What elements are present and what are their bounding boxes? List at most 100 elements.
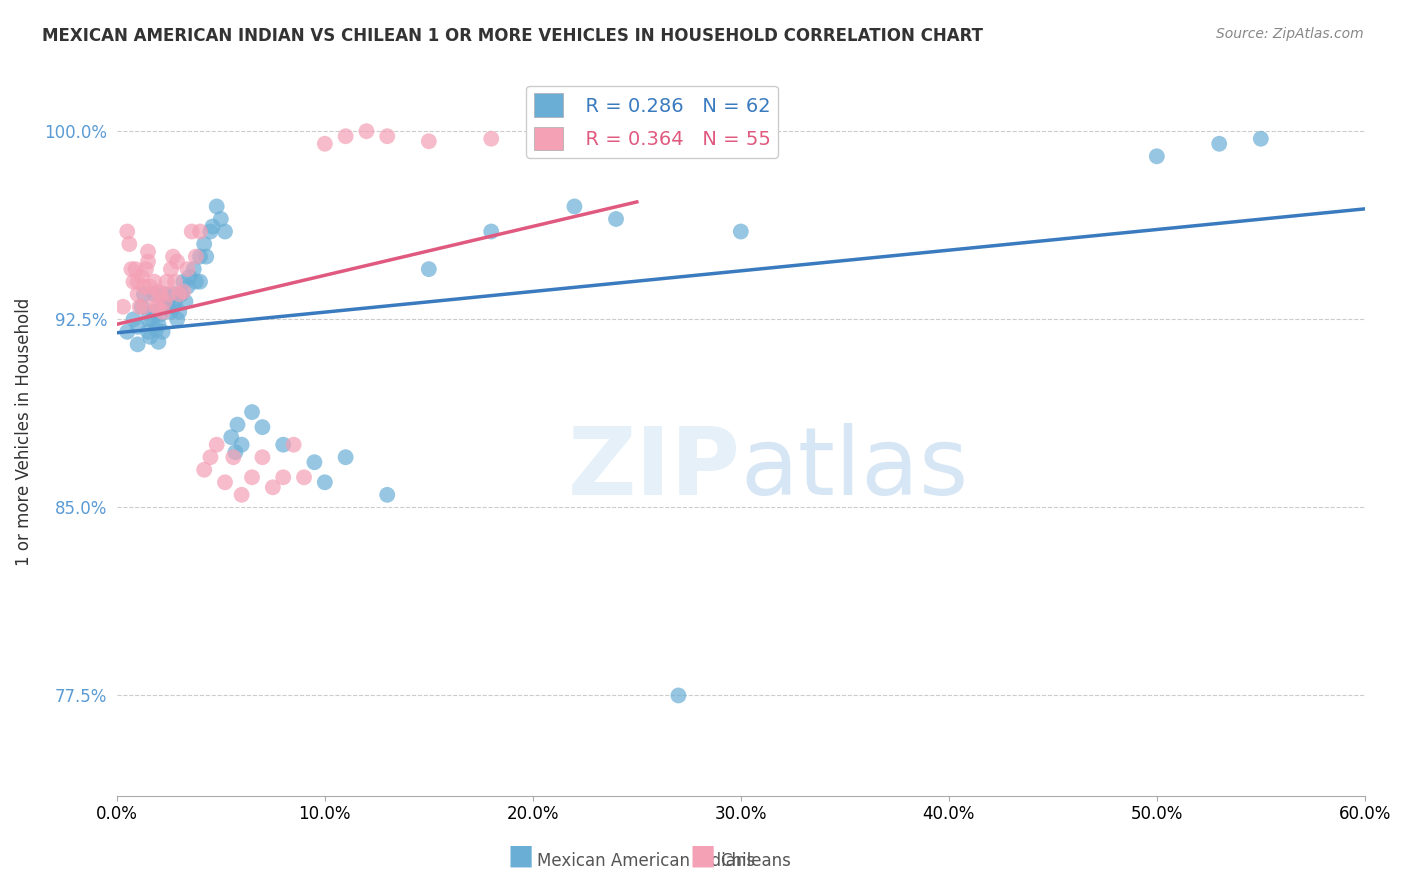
Point	[1146, 149, 1168, 163]
Y-axis label: 1 or more Vehicles in Household: 1 or more Vehicles in Household	[15, 298, 32, 566]
Point	[252, 450, 274, 465]
Point	[271, 438, 294, 452]
Text: ■: ■	[508, 842, 533, 870]
Point	[141, 312, 163, 326]
Point	[143, 287, 166, 301]
Point	[136, 254, 159, 268]
Point	[200, 225, 222, 239]
Point	[170, 287, 193, 301]
Point	[148, 334, 170, 349]
Point	[122, 275, 145, 289]
Point	[668, 689, 690, 703]
Point	[283, 438, 305, 452]
Point	[172, 285, 194, 299]
Point	[174, 294, 197, 309]
Point	[131, 300, 153, 314]
Point	[375, 129, 398, 144]
Text: ■: ■	[690, 842, 716, 870]
Point	[188, 250, 211, 264]
Point	[122, 312, 145, 326]
Point	[165, 294, 187, 309]
Point	[148, 300, 170, 314]
Point	[115, 325, 138, 339]
Point	[112, 300, 135, 314]
Point	[222, 450, 245, 465]
Point	[136, 312, 159, 326]
Point	[131, 269, 153, 284]
Point	[188, 275, 211, 289]
Point	[730, 225, 752, 239]
Point	[180, 225, 202, 239]
Point	[172, 275, 194, 289]
Point	[165, 287, 187, 301]
Point	[127, 319, 149, 334]
Point	[314, 136, 336, 151]
Point	[132, 287, 155, 301]
Point	[262, 480, 284, 494]
Text: ZIP: ZIP	[568, 423, 741, 515]
Point	[157, 287, 180, 301]
Point	[183, 262, 205, 277]
Point	[564, 199, 586, 213]
Point	[479, 225, 502, 239]
Point	[157, 300, 180, 314]
Point	[152, 325, 174, 339]
Point	[564, 129, 586, 144]
Point	[226, 417, 249, 432]
Text: MEXICAN AMERICAN INDIAN VS CHILEAN 1 OR MORE VEHICLES IN HOUSEHOLD CORRELATION C: MEXICAN AMERICAN INDIAN VS CHILEAN 1 OR …	[42, 27, 983, 45]
Point	[214, 475, 236, 490]
Point	[127, 275, 149, 289]
Point	[167, 305, 190, 319]
Point	[162, 250, 184, 264]
Point	[314, 475, 336, 490]
Point	[139, 279, 162, 293]
Point	[135, 262, 157, 277]
Point	[141, 287, 163, 301]
Point	[165, 275, 187, 289]
Point	[201, 219, 224, 234]
Point	[162, 300, 184, 314]
Point	[160, 262, 183, 277]
Point	[132, 279, 155, 293]
Point	[240, 405, 263, 419]
Point	[149, 287, 172, 301]
Point	[356, 124, 378, 138]
Point	[132, 300, 155, 314]
Text: Mexican American Indians: Mexican American Indians	[537, 852, 755, 870]
Point	[145, 322, 167, 336]
Point	[224, 445, 246, 459]
Point	[418, 134, 440, 148]
Point	[148, 285, 170, 299]
Point	[120, 262, 142, 277]
Point	[335, 129, 357, 144]
Point	[252, 420, 274, 434]
Point	[166, 254, 188, 268]
Point	[127, 337, 149, 351]
Point	[231, 488, 253, 502]
Legend:   R = 0.286   N = 62,   R = 0.364   N = 55: R = 0.286 N = 62, R = 0.364 N = 55	[526, 86, 779, 158]
Point	[128, 300, 150, 314]
Point	[335, 450, 357, 465]
Point	[200, 450, 222, 465]
Point	[167, 287, 190, 301]
Point	[209, 211, 232, 226]
Point	[240, 470, 263, 484]
Text: Chileans: Chileans	[720, 852, 790, 870]
Point	[127, 287, 149, 301]
Text: Source: ZipAtlas.com: Source: ZipAtlas.com	[1216, 27, 1364, 41]
Point	[156, 275, 179, 289]
Point	[143, 305, 166, 319]
Point	[195, 250, 218, 264]
Point	[184, 275, 207, 289]
Point	[214, 225, 236, 239]
Point	[1208, 136, 1230, 151]
Point	[152, 300, 174, 314]
Point	[136, 244, 159, 259]
Point	[153, 287, 176, 301]
Point	[271, 470, 294, 484]
Point	[193, 463, 215, 477]
Point	[304, 455, 326, 469]
Text: atlas: atlas	[741, 423, 969, 515]
Point	[166, 312, 188, 326]
Point	[219, 430, 242, 444]
